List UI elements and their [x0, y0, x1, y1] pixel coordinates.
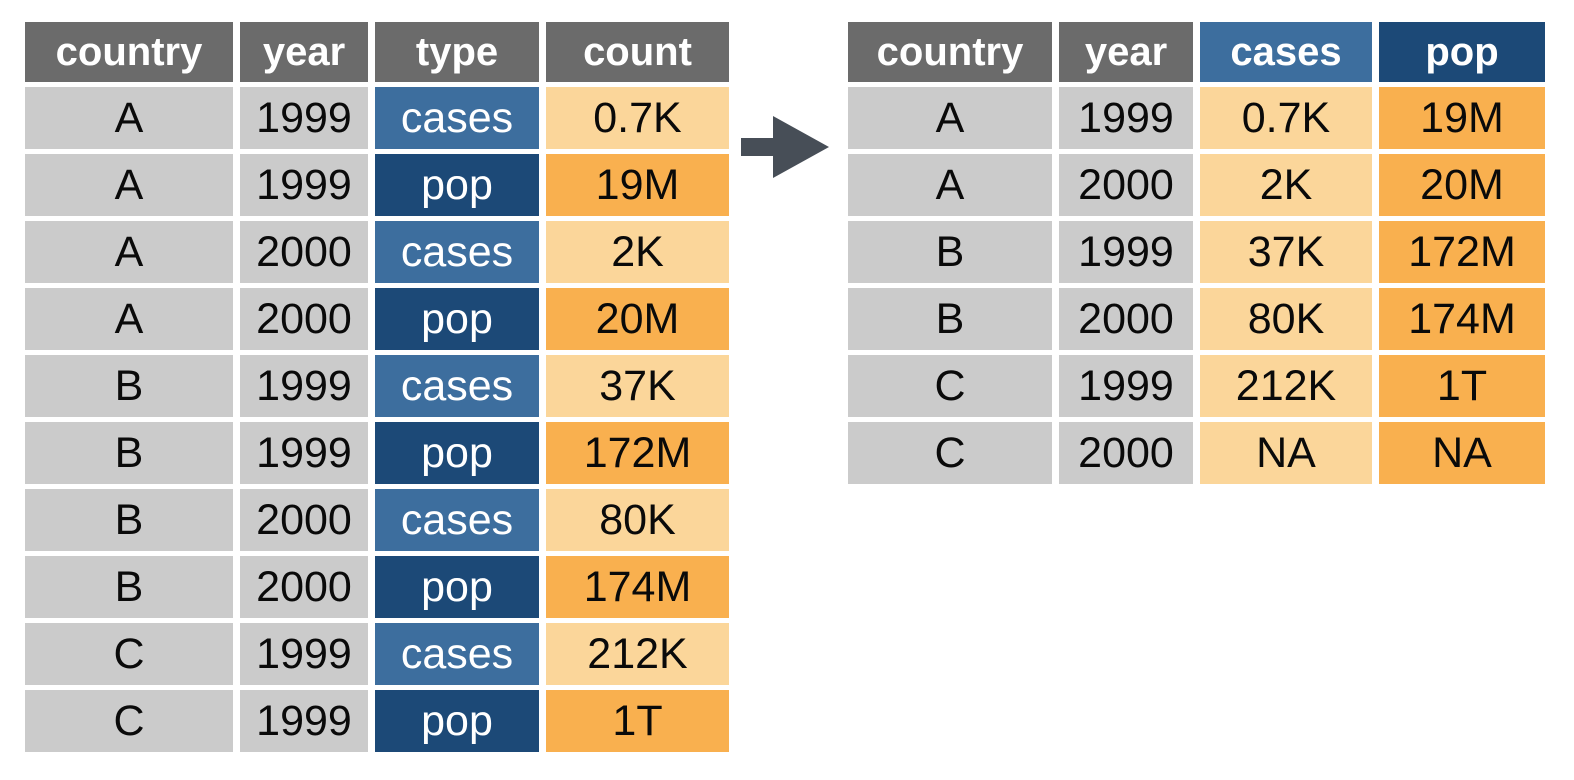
table-cell: 2000 [1059, 422, 1193, 484]
table-cell: A [848, 154, 1052, 216]
table-cell: C [848, 355, 1052, 417]
table-cell: B [25, 355, 233, 417]
table-cell: 1999 [240, 355, 368, 417]
table-cell: 2000 [240, 221, 368, 283]
table-cell: cases [375, 489, 539, 551]
table-cell: 174M [546, 556, 729, 618]
table-cell: 20M [1379, 154, 1545, 216]
wide-format-table: country year cases pop A 1999 0.7K 19M A 2000 2K 20… [848, 22, 1545, 484]
table-cell: 19M [1379, 87, 1545, 149]
table-cell: cases [375, 87, 539, 149]
table-cell: B [25, 556, 233, 618]
table-cell: 1999 [240, 154, 368, 216]
table-cell: 172M [546, 422, 729, 484]
table-cell: 174M [1379, 288, 1545, 350]
long-format-table-header-count: count [546, 22, 729, 82]
table-cell: pop [375, 288, 539, 350]
table-cell: 19M [546, 154, 729, 216]
table-cell: A [25, 221, 233, 283]
table-cell: 2000 [240, 288, 368, 350]
table-cell: 1999 [1059, 221, 1193, 283]
table-cell: 2K [1200, 154, 1372, 216]
table-cell: C [25, 623, 233, 685]
table-cell: 2000 [1059, 154, 1193, 216]
table-cell: 0.7K [546, 87, 729, 149]
table-cell: 1T [546, 690, 729, 752]
table-cell: 1999 [1059, 87, 1193, 149]
table-cell: 1999 [240, 87, 368, 149]
table-cell: 37K [546, 355, 729, 417]
wide-format-table-header-pop: pop [1379, 22, 1545, 82]
table-cell: 1999 [240, 623, 368, 685]
table-cell: A [25, 87, 233, 149]
table-cell: 37K [1200, 221, 1372, 283]
table-cell: 2000 [1059, 288, 1193, 350]
table-cell: pop [375, 556, 539, 618]
table-cell: 80K [546, 489, 729, 551]
table-cell: A [25, 288, 233, 350]
table-cell: cases [375, 623, 539, 685]
table-cell: 1999 [240, 422, 368, 484]
wide-format-table-header-country: country [848, 22, 1052, 82]
table-cell: pop [375, 690, 539, 752]
table-cell: 80K [1200, 288, 1372, 350]
table-cell: B [848, 221, 1052, 283]
table-cell: pop [375, 422, 539, 484]
table-cell: C [25, 690, 233, 752]
table-cell: A [848, 87, 1052, 149]
table-cell: pop [375, 154, 539, 216]
table-cell: 1999 [1059, 355, 1193, 417]
right-arrow-icon [741, 109, 831, 185]
table-cell: NA [1379, 422, 1545, 484]
table-cell: cases [375, 355, 539, 417]
table-cell: 2K [546, 221, 729, 283]
table-cell: 20M [546, 288, 729, 350]
table-cell: 2000 [240, 489, 368, 551]
table-cell: B [848, 288, 1052, 350]
table-cell: 0.7K [1200, 87, 1372, 149]
table-cell: B [25, 489, 233, 551]
long-format-table-header-year: year [240, 22, 368, 82]
table-cell: 212K [1200, 355, 1372, 417]
wide-format-table-header-year: year [1059, 22, 1193, 82]
long-format-table-header-country: country [25, 22, 233, 82]
wide-format-table-header-cases: cases [1200, 22, 1372, 82]
table-cell: NA [1200, 422, 1372, 484]
table-cell: 1T [1379, 355, 1545, 417]
table-cell: B [25, 422, 233, 484]
table-cell: 172M [1379, 221, 1545, 283]
table-cell: 212K [546, 623, 729, 685]
table-cell: 2000 [240, 556, 368, 618]
table-cell: C [848, 422, 1052, 484]
long-format-table-header-type: type [375, 22, 539, 82]
table-cell: 1999 [240, 690, 368, 752]
long-format-table: country year type count A 1999 cases 0.7K A 1999 p… [25, 22, 729, 752]
table-cell: cases [375, 221, 539, 283]
table-cell: A [25, 154, 233, 216]
